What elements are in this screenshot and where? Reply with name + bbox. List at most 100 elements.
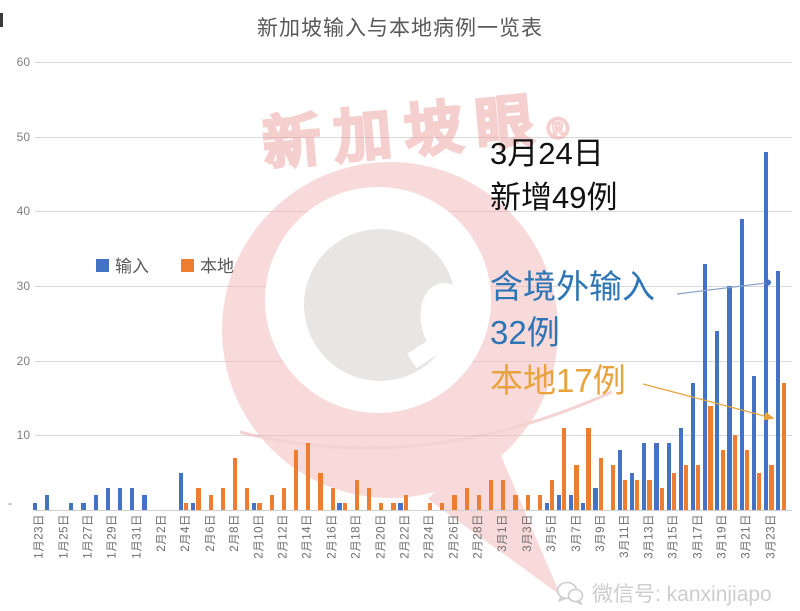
bar-local-3月9日 <box>598 457 603 510</box>
annotation-local: 本地17例 <box>490 362 626 399</box>
bar-local-2月19日 <box>367 487 372 510</box>
x-tick-label: 3月15日 <box>667 514 680 559</box>
x-tick-label: 2月16日 <box>326 514 339 559</box>
bar-local-3月23日 <box>769 465 774 510</box>
bar-imported-3月13日 <box>642 442 647 510</box>
bar-local-3月1日 <box>501 480 506 510</box>
x-tick-label: 2月8日 <box>228 514 241 552</box>
bar-local-3月12日 <box>635 480 640 510</box>
watermark-bubble-tail <box>428 430 561 595</box>
bar-imported-3月16日 <box>678 427 683 510</box>
bar-local-2月15日 <box>318 472 323 510</box>
x-tick-label: 2月28日 <box>472 514 485 559</box>
bar-local-3月2日 <box>513 495 518 510</box>
bar-imported-2月4日 <box>178 472 184 510</box>
bar-imported-2月17日 <box>337 502 342 510</box>
y-tick-10: 10 <box>16 428 30 443</box>
bar-local-3月8日 <box>586 427 591 510</box>
bar-imported-3月12日 <box>629 472 635 510</box>
bar-imported-3月24日 <box>776 271 781 510</box>
x-tick-label: 1月27日 <box>82 514 95 559</box>
x-tick-label: 3月9日 <box>594 514 607 552</box>
x-tick-label: 3月11日 <box>619 514 631 558</box>
y-tick-zero: - <box>8 496 12 510</box>
gridline-60 <box>35 62 792 63</box>
bar-local-3月13日 <box>647 480 652 510</box>
bar-imported-3月5日 <box>544 502 549 510</box>
bar-local-2月6日 <box>208 495 213 510</box>
bar-local-2月14日 <box>306 442 311 510</box>
x-tick-label: 2月22日 <box>399 514 412 559</box>
bar-imported-1月26日 <box>69 502 74 510</box>
bar-imported-3月15日 <box>666 442 671 510</box>
bar-local-3月16日 <box>684 465 689 510</box>
bar-imported-1月24日 <box>44 495 50 510</box>
x-tick-label: 1月23日 <box>33 514 46 559</box>
chart-title: 新加坡输入与本地病例一览表 <box>257 17 543 40</box>
annotation-imported-line2: 32例 <box>490 313 560 351</box>
bar-imported-2月10日 <box>252 502 257 510</box>
bar-local-3月19日 <box>720 450 725 510</box>
legend-swatch-local <box>181 259 194 272</box>
bar-local-3月5日 <box>549 480 555 510</box>
bar-local-3月22日 <box>757 472 762 510</box>
bar-imported-3月22日 <box>751 375 757 510</box>
connector-imported-line <box>676 282 767 295</box>
x-tick-label: 2月2日 <box>155 514 168 552</box>
bar-local-3月11日 <box>623 480 628 510</box>
bar-local-3月24日 <box>781 383 786 510</box>
x-axis-line <box>35 510 792 511</box>
wechat-footer: 微信号: kanxinjiapo <box>556 578 772 608</box>
x-tick-label: 3月3日 <box>521 514 534 552</box>
wechat-icon <box>556 581 584 605</box>
bar-local-2月20日 <box>379 502 384 510</box>
bar-local-2月4日 <box>184 502 189 510</box>
bar-local-3月10日 <box>610 465 616 510</box>
bar-imported-1月30日 <box>117 487 123 510</box>
x-tick-label: 2月6日 <box>204 514 217 552</box>
bar-imported-3月23日 <box>764 151 769 510</box>
x-tick-label: 3月23日 <box>765 514 778 559</box>
bar-imported-3月9日 <box>593 487 598 510</box>
bar-local-2月13日 <box>293 450 299 510</box>
bar-imported-3月6日 <box>556 495 562 510</box>
bar-local-2月17日 <box>342 502 347 510</box>
bar-local-3月21日 <box>744 450 750 510</box>
gridline-50 <box>35 136 792 138</box>
y-tick-20: 20 <box>16 353 30 368</box>
bar-local-3月6日 <box>562 427 567 510</box>
annotation-headline: 3月24日 新增49例 <box>490 132 617 220</box>
bar-local-2月28日 <box>476 495 481 510</box>
x-tick-label: 2月18日 <box>350 514 363 559</box>
bar-local-2月18日 <box>354 480 360 510</box>
bar-local-2月7日 <box>220 487 226 510</box>
bar-imported-3月11日 <box>617 450 622 510</box>
bar-imported-2月5日 <box>191 502 196 510</box>
legend-swatch-imported <box>96 259 109 272</box>
bar-imported-3月20日 <box>727 286 732 510</box>
bar-local-2月22日 <box>403 495 408 510</box>
bar-local-2月16日 <box>330 487 335 510</box>
bar-local-2月24日 <box>428 502 433 510</box>
x-tick-label: 1月31日 <box>131 514 144 559</box>
x-tick-label: 3月17日 <box>692 514 705 559</box>
bar-local-3月4日 <box>537 495 542 510</box>
x-tick-label: 2月12日 <box>277 514 290 559</box>
bar-local-3月14日 <box>659 487 664 510</box>
annotation-imported-line1: 含境外输入 <box>490 268 655 305</box>
bar-local-3月15日 <box>671 472 677 510</box>
bar-imported-1月31日 <box>130 487 135 510</box>
bar-imported-1月23日 <box>32 502 37 510</box>
bar-imported-2月1日 <box>142 495 147 510</box>
bar-local-3月20日 <box>732 435 737 510</box>
annotation-headline-count: 新增49例 <box>490 180 618 216</box>
bar-local-2月5日 <box>196 487 201 510</box>
bar-local-2月8日 <box>232 457 238 510</box>
bar-imported-3月18日 <box>703 263 708 510</box>
x-tick-label: 3月7日 <box>570 514 583 552</box>
x-tick-label: 1月29日 <box>107 514 119 559</box>
bar-local-2月21日 <box>391 502 396 510</box>
bar-local-2月26日 <box>452 495 457 510</box>
y-tick-50: 50 <box>16 129 30 144</box>
x-tick-label: 3月1日 <box>497 514 510 552</box>
